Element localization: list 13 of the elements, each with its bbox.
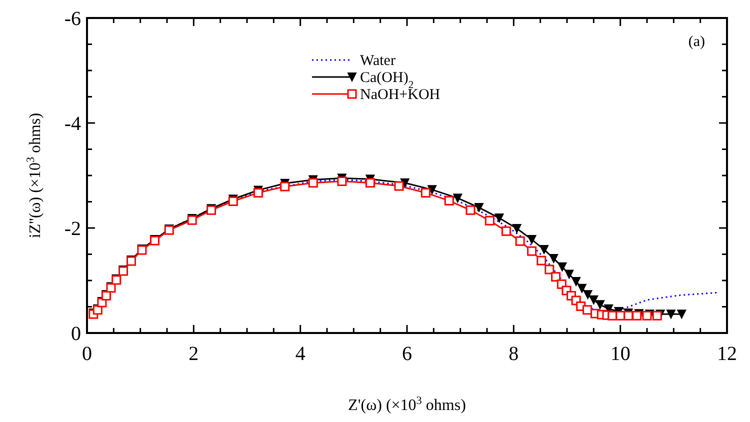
y-tick-label: -4 [64,113,81,135]
x-tick-label: 2 [188,343,199,365]
y-tick-label: 0 [71,323,81,345]
y-tick-label: -6 [64,8,81,30]
x-tick-label: 6 [402,343,412,365]
x-tick-label: 10 [610,343,630,365]
x-tick-label: 4 [295,343,306,365]
y-tick-label: -2 [64,218,81,240]
x-tick-label: 12 [717,343,737,365]
annotation: (a) [688,34,705,50]
legend-label: Water [360,53,396,69]
x-tick-label: 8 [508,343,519,365]
x-axis-title: Z'(ω) (×10$^{3}$ ohms) [348,395,466,414]
